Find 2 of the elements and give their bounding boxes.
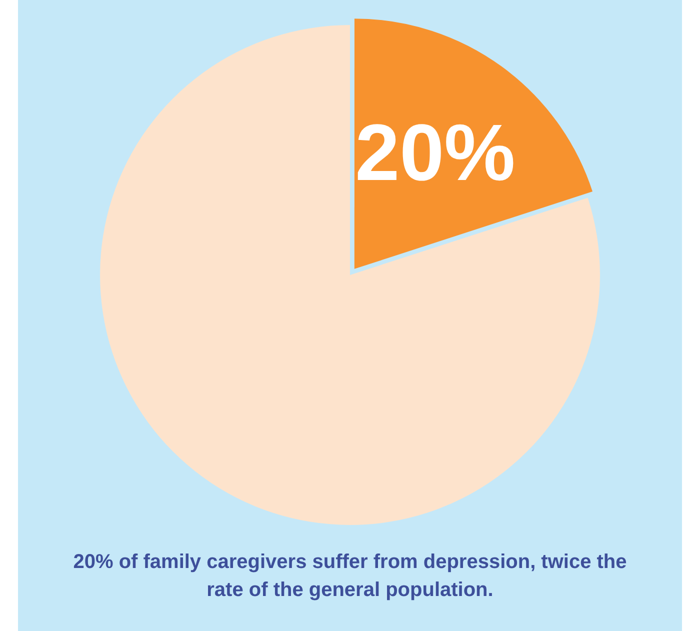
- text: 20% of family caregivers suffer from depression, twice the rate of the general population.: [72, 550, 628, 603]
- data-label: 20%: [355, 108, 516, 197]
